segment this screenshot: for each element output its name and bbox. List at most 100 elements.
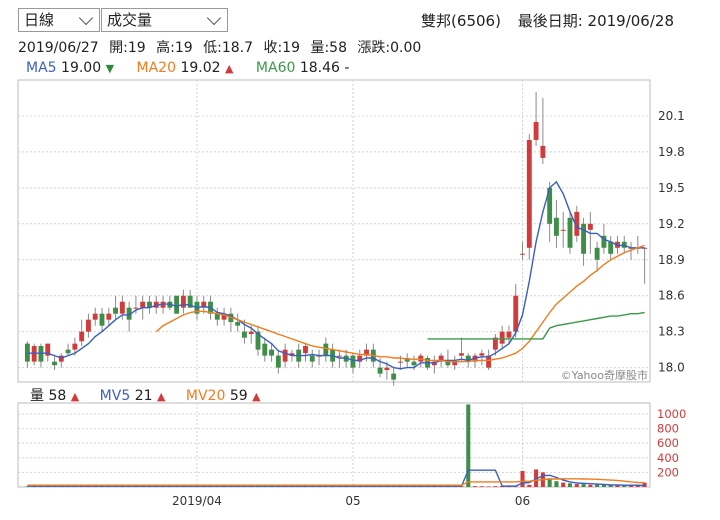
volume-bar <box>635 485 640 487</box>
price-plot-frame <box>17 79 651 383</box>
volume-bar <box>527 484 532 487</box>
price-tick-label: 18.6 <box>658 289 685 303</box>
volume-bar <box>276 486 281 488</box>
candle-body <box>282 349 288 362</box>
candle-body <box>479 353 485 356</box>
candle-body <box>411 361 417 366</box>
candle-body <box>553 217 559 236</box>
legend-mv20-value: 59 <box>229 388 248 404</box>
candle-body <box>221 313 227 320</box>
volume-bar <box>581 484 586 487</box>
candle-body <box>289 353 295 356</box>
candle-body <box>574 211 580 236</box>
volume-bar <box>520 470 525 487</box>
ma-legend: MA5 19.00 ▼ MA20 19.02 ▲ MA60 18.46 - <box>26 60 367 76</box>
axis-layer: 20.1 19.8 19.5 19.2 18.9 18.6 18.3 18.0 10008006… <box>172 109 686 508</box>
legend-volume-value: 58 <box>48 388 67 404</box>
candle-body <box>85 319 91 332</box>
arrow-up-icon: ▲ <box>252 390 261 403</box>
candle-body <box>499 331 505 344</box>
last-date: 最後日期: 2019/06/28 <box>517 12 674 30</box>
volume-bar <box>615 485 620 487</box>
candle-body <box>397 361 403 363</box>
candle-body <box>364 349 369 356</box>
volume-bar <box>357 486 362 488</box>
volume-bar <box>595 484 600 487</box>
candle-body <box>526 139 532 248</box>
candle-body <box>560 229 566 231</box>
candle-body <box>92 313 98 320</box>
x-tick-label: 05 <box>345 494 360 508</box>
volume-tick-label: 200 <box>657 465 679 479</box>
candle-body <box>336 355 342 357</box>
indicator-select[interactable]: 成交量 <box>101 8 228 32</box>
volume-bar <box>25 486 30 487</box>
candle-body <box>547 187 553 224</box>
candle-body <box>72 343 78 350</box>
volume-tick-label: 1000 <box>657 407 686 421</box>
candle-body <box>119 301 125 314</box>
price-tick-label: 18.0 <box>658 361 685 375</box>
price-layer <box>24 91 648 386</box>
candle-body <box>520 253 525 255</box>
series-line-mv20 <box>27 478 645 486</box>
candle-body <box>459 353 464 356</box>
ohlc-volume: 量:58 <box>310 40 347 56</box>
price-tick-label: 20.1 <box>658 109 685 123</box>
volume-bar <box>601 484 606 487</box>
legend-volume-label: 量 <box>30 388 44 404</box>
candle-body <box>99 313 105 326</box>
price-tick-label: 18.3 <box>658 325 685 339</box>
candle-body <box>255 331 261 350</box>
volume-bar <box>486 486 491 487</box>
volume-bar <box>622 485 627 487</box>
series-line-ma20 <box>155 244 645 363</box>
candle-body <box>79 331 85 342</box>
legend-mv5-value: 21 <box>134 388 153 404</box>
candle-body <box>269 349 275 356</box>
x-tick-label: 2019/04 <box>172 494 222 508</box>
candle-body <box>465 355 471 362</box>
legend-ma20: MA20 19.02 ▲ <box>137 60 238 76</box>
price-tick-label: 18.9 <box>658 253 685 267</box>
period-select[interactable]: 日線 <box>18 8 100 32</box>
candle-body <box>147 301 152 308</box>
volume-layer <box>25 404 647 488</box>
volume-legend: 量 58 ▲ MV5 21 ▲ MV20 59 ▲ <box>30 385 277 405</box>
volume-plot-frame <box>17 402 651 488</box>
series-line-ma60 <box>427 311 645 340</box>
candle-body <box>241 331 247 338</box>
legend-mv5: MV5 21 ▲ <box>100 388 170 404</box>
legend-ma60-trend: - <box>344 60 350 76</box>
candle-body <box>513 295 519 332</box>
candle-body <box>391 373 397 380</box>
candle-body <box>201 301 207 308</box>
candle-body <box>174 295 180 314</box>
ohlc-change: 漲跌:0.00 <box>357 40 422 56</box>
candle-body <box>187 295 193 308</box>
legend-volume: 量 58 ▲ <box>30 388 84 404</box>
candle-body <box>438 355 444 362</box>
volume-tick-label: 800 <box>657 422 679 436</box>
candle-body <box>567 217 573 248</box>
stock-header: 雙邦(6506) 最後日期: 2019/06/28 <box>409 10 674 31</box>
candle-body <box>24 343 30 362</box>
legend-ma20-value: 19.02 <box>180 60 221 76</box>
arrow-down-icon: ▼ <box>105 62 115 75</box>
ohlc-open: 開:19 <box>109 40 146 56</box>
candle-body <box>126 307 132 320</box>
candle-body <box>533 121 539 140</box>
volume-bar <box>479 486 484 487</box>
candle-body <box>248 331 254 335</box>
candle-body <box>452 361 458 366</box>
volume-bar <box>473 486 478 487</box>
candle-body <box>601 235 607 248</box>
volume-bar <box>629 484 634 487</box>
legend-mv20-label: MV20 <box>185 388 226 404</box>
candle-body <box>140 301 146 308</box>
legend-ma60-label: MA60 <box>255 60 296 76</box>
candle-body <box>214 313 220 320</box>
candle-body <box>45 343 51 356</box>
legend-ma5-value: 19.00 <box>61 60 102 76</box>
watermark: ©Yahoo奇摩股市 <box>561 368 648 382</box>
